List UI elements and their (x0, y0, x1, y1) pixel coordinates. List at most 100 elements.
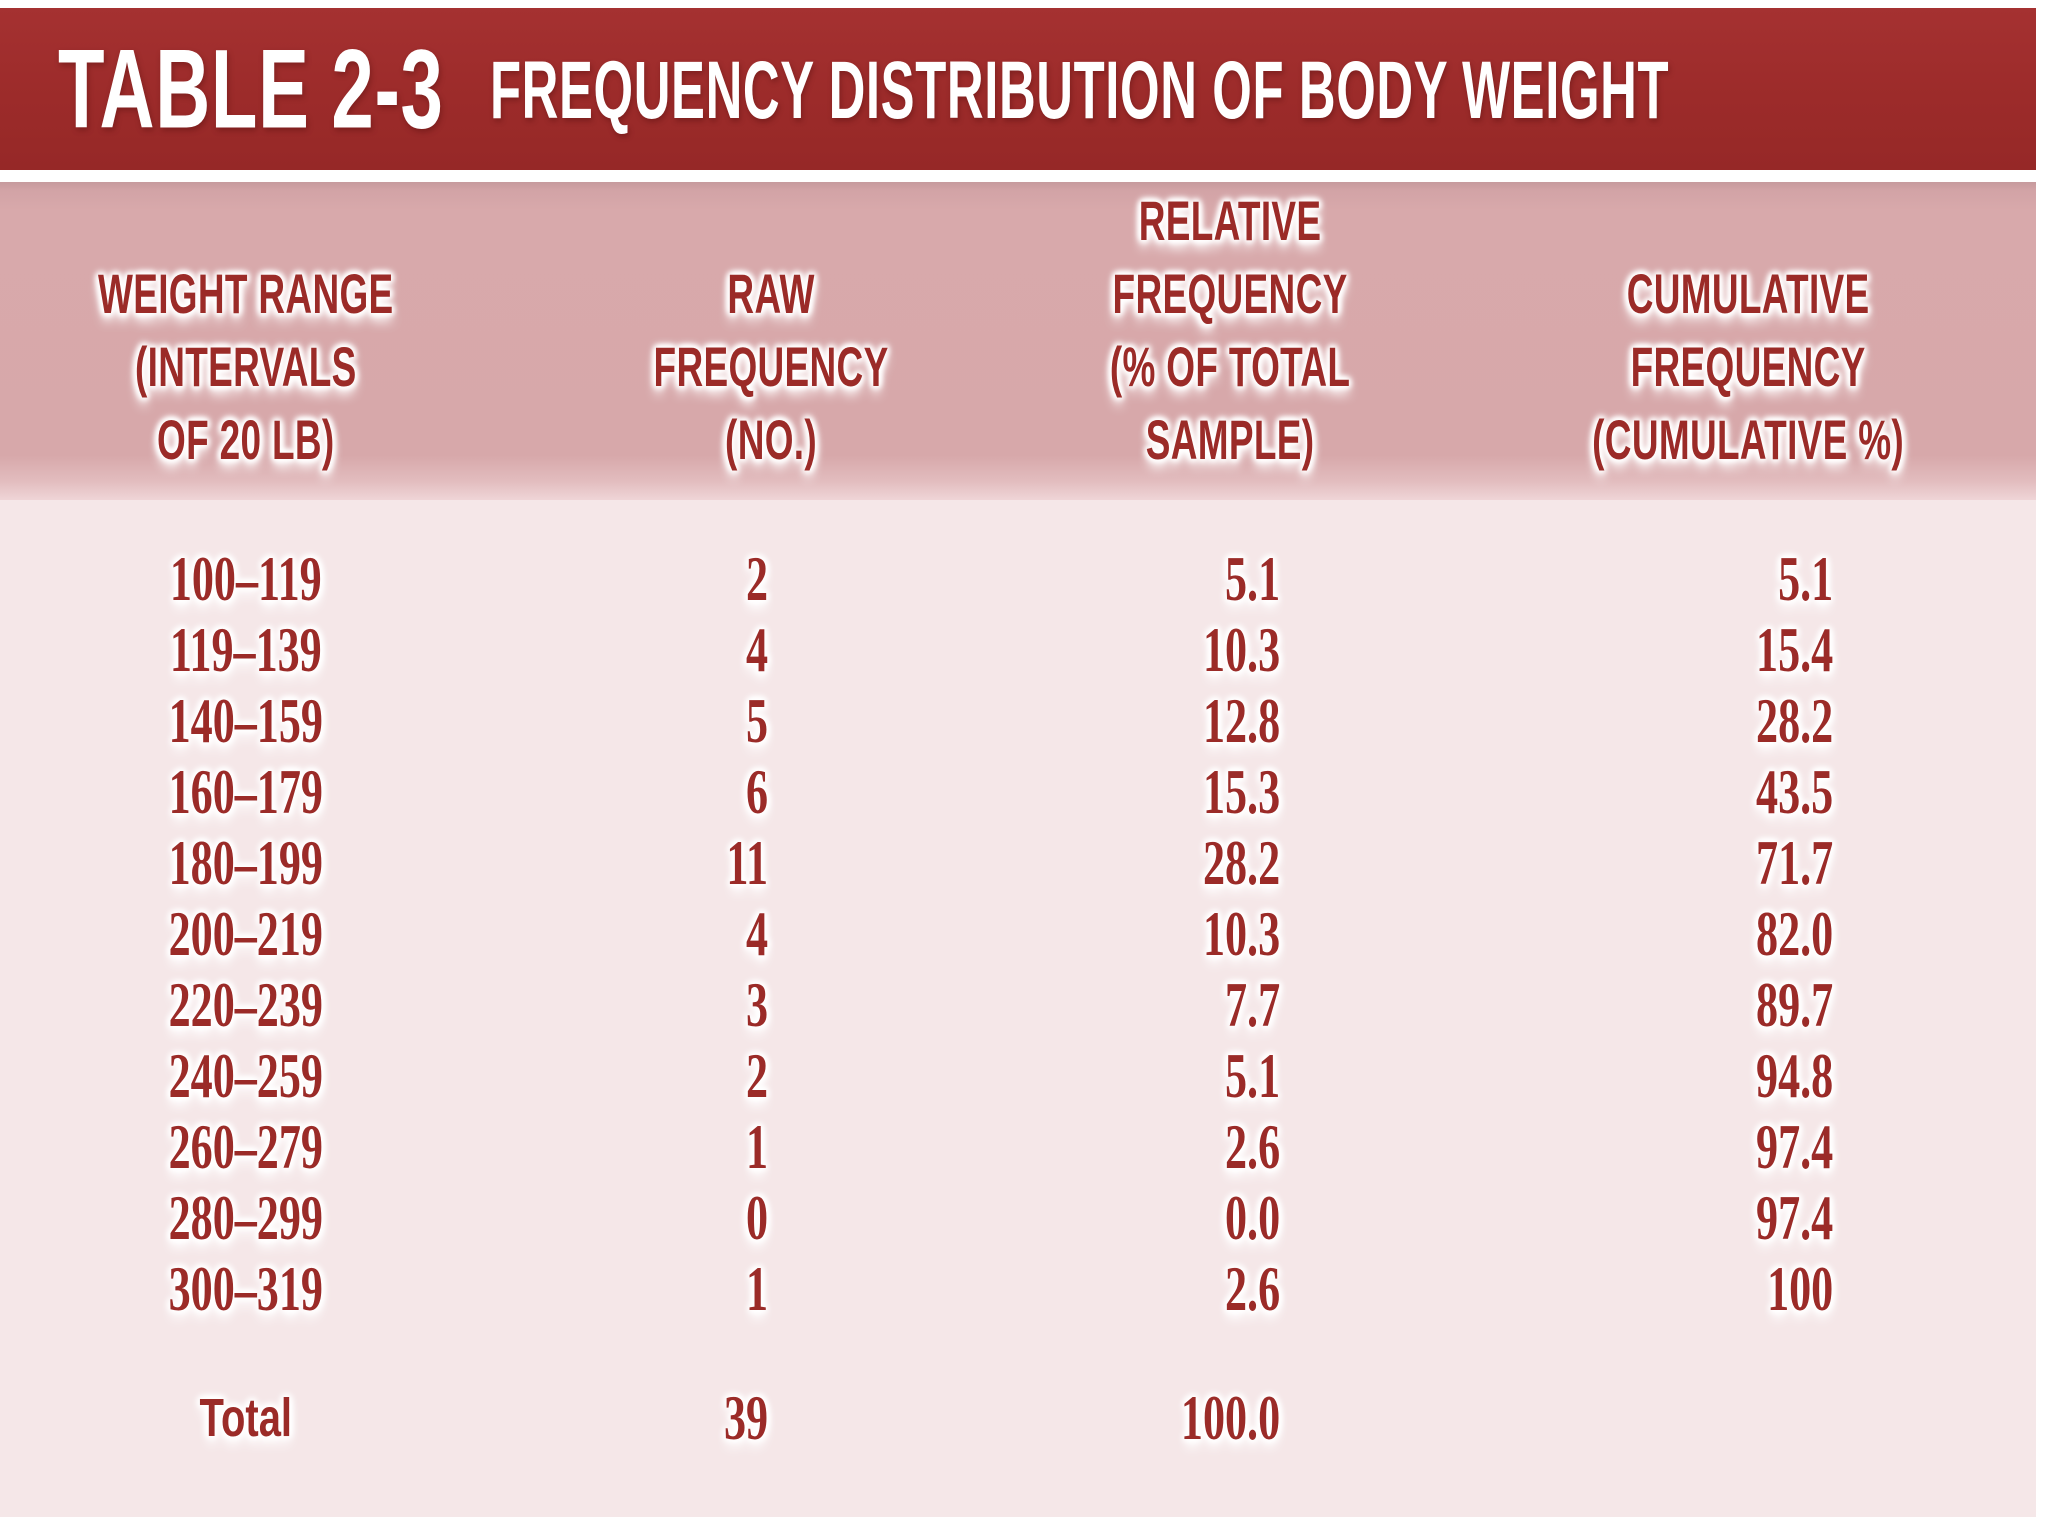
cell-text: 97.4 (1755, 1112, 1833, 1182)
cell-text: 89.7 (1755, 970, 1833, 1040)
cell-text: 12.8 (1202, 686, 1280, 756)
header-line: RAW (726, 262, 815, 325)
cumulative-frequency-cell: 71.7 (1460, 828, 2036, 899)
cell-text: 200–219 (168, 899, 323, 969)
column-header-cumulative-frequency: CUMULATIVE FREQUENCY (CUMULATIVE %) (1459, 182, 2036, 500)
cell-text: 2 (745, 1041, 768, 1111)
relative-frequency-cell: 2.6 (1000, 1254, 1460, 1325)
table-row: 200–219 4 10.3 82.0 (0, 899, 2036, 970)
cell-text: 94.8 (1755, 1041, 1833, 1111)
cell-text: 180–199 (168, 828, 323, 898)
cell-text: 0 (745, 1183, 768, 1253)
table-row: 280–299 0 0.0 97.4 (0, 1183, 2036, 1254)
total-cumulative-frequency-cell (1460, 1325, 2036, 1454)
cell-text: 71.7 (1755, 828, 1833, 898)
cell-text: 28.2 (1755, 686, 1833, 756)
column-header-cumulative-frequency-text: CUMULATIVE FREQUENCY (CUMULATIVE %) (1558, 257, 1938, 476)
raw-frequency-cell: 0 (542, 1183, 1000, 1254)
relative-frequency-cell: 7.7 (1000, 970, 1460, 1041)
table-body: 100–119 2 5.1 5.1 119–139 4 10.3 15.4 14… (0, 500, 2036, 1454)
cumulative-frequency-cell: 94.8 (1460, 1041, 2036, 1112)
raw-frequency-cell: 3 (542, 970, 1000, 1041)
header-line: OF 20 LB) (157, 408, 335, 471)
cell-text: 5 (745, 686, 768, 756)
cell-text: 100.0 (1180, 1383, 1280, 1453)
header-line: RELATIVE (1138, 189, 1322, 252)
raw-frequency-cell: 1 (542, 1112, 1000, 1183)
weight-range-cell: 100–119 (0, 500, 542, 615)
cell-text: 5.1 (1777, 544, 1833, 614)
raw-frequency-cell: 11 (542, 828, 1000, 899)
cell-text: 15.4 (1755, 615, 1833, 685)
cell-text: 280–299 (168, 1183, 323, 1253)
cell-text: 260–279 (168, 1112, 323, 1182)
table-row: 160–179 6 15.3 43.5 (0, 757, 2036, 828)
weight-range-cell: 140–159 (0, 686, 542, 757)
table-row: 180–199 11 28.2 71.7 (0, 828, 2036, 899)
cell-text: 4 (745, 899, 768, 969)
weight-range-cell: 240–259 (0, 1041, 542, 1112)
relative-frequency-cell: 5.1 (1000, 500, 1460, 615)
total-raw-frequency-cell: 39 (542, 1325, 1000, 1454)
table-row: 260–279 1 2.6 97.4 (0, 1112, 2036, 1183)
weight-range-cell: 280–299 (0, 1183, 542, 1254)
raw-frequency-cell: 4 (542, 615, 1000, 686)
cell-text: 39 (723, 1383, 768, 1453)
table-row: 220–239 3 7.7 89.7 (0, 970, 2036, 1041)
cell-text: 28.2 (1202, 828, 1280, 898)
table-row: 300–319 1 2.6 100 (0, 1254, 2036, 1325)
raw-frequency-cell: 5 (542, 686, 1000, 757)
cell-text: 4 (745, 615, 768, 685)
weight-range-cell: 119–139 (0, 615, 542, 686)
header-row: WEIGHT RANGE (INTERVALS OF 20 LB) RAW FR… (0, 182, 2036, 500)
cell-text: 100 (1766, 1254, 1833, 1324)
header-line: (INTERVALS (134, 335, 357, 398)
cell-text: 82.0 (1755, 899, 1833, 969)
header-line: FREQUENCY (1630, 335, 1866, 398)
column-header-raw-frequency-text: RAW FREQUENCY (NO.) (619, 257, 921, 476)
weight-range-cell: 200–219 (0, 899, 542, 970)
cell-text: 240–259 (168, 1041, 323, 1111)
table-row: 140–159 5 12.8 28.2 (0, 686, 2036, 757)
total-label-cell: Total (0, 1325, 542, 1454)
cell-text: 220–239 (168, 970, 323, 1040)
cumulative-frequency-cell: 15.4 (1460, 615, 2036, 686)
header-line: CUMULATIVE (1626, 262, 1870, 325)
weight-range-cell: 180–199 (0, 828, 542, 899)
frequency-table-panel: TABLE 2-3 FREQUENCY DISTRIBUTION OF BODY… (0, 8, 2036, 1517)
cumulative-frequency-cell: 28.2 (1460, 686, 2036, 757)
table-heading-text: FREQUENCY DISTRIBUTION OF BODY WEIGHT (490, 44, 1670, 136)
frequency-table: WEIGHT RANGE (INTERVALS OF 20 LB) RAW FR… (0, 182, 2036, 1454)
column-header-weight-range: WEIGHT RANGE (INTERVALS OF 20 LB) (0, 182, 542, 500)
column-header-raw-frequency: RAW FREQUENCY (NO.) (541, 182, 1000, 500)
table-row: 240–259 2 5.1 94.8 (0, 1041, 2036, 1112)
cell-text: 160–179 (168, 757, 323, 827)
raw-frequency-cell: 1 (542, 1254, 1000, 1325)
table-header: WEIGHT RANGE (INTERVALS OF 20 LB) RAW FR… (0, 182, 2036, 500)
column-header-weight-range-text: WEIGHT RANGE (INTERVALS OF 20 LB) (84, 257, 408, 476)
weight-range-cell: 300–319 (0, 1254, 542, 1325)
column-header-relative-frequency: RELATIVE FREQUENCY (% OF TOTAL SAMPLE) (999, 182, 1460, 500)
relative-frequency-cell: 10.3 (1000, 899, 1460, 970)
cell-text: 1 (745, 1112, 768, 1182)
cell-text: 10.3 (1202, 615, 1280, 685)
cell-text: 97.4 (1755, 1183, 1833, 1253)
header-line: SAMPLE) (1145, 408, 1315, 471)
relative-frequency-cell: 0.0 (1000, 1183, 1460, 1254)
table-number-text: TABLE 2-3 (58, 26, 444, 152)
raw-frequency-cell: 2 (542, 500, 1000, 615)
cell-text: 140–159 (168, 686, 323, 756)
cumulative-frequency-cell: 97.4 (1460, 1183, 2036, 1254)
cell-text: 15.3 (1202, 757, 1280, 827)
cumulative-frequency-cell: 43.5 (1460, 757, 2036, 828)
header-line: (% OF TOTAL (1109, 335, 1350, 398)
cumulative-frequency-cell: 100 (1460, 1254, 2036, 1325)
cumulative-frequency-cell: 82.0 (1460, 899, 2036, 970)
relative-frequency-cell: 12.8 (1000, 686, 1460, 757)
weight-range-cell: 220–239 (0, 970, 542, 1041)
cell-text: 2.6 (1224, 1254, 1280, 1324)
header-line: WEIGHT RANGE (98, 262, 394, 325)
cell-text: 5.1 (1224, 544, 1280, 614)
column-header-relative-frequency-text: RELATIVE FREQUENCY (% OF TOTAL SAMPLE) (1078, 184, 1382, 476)
cell-text: 100–119 (169, 544, 322, 614)
